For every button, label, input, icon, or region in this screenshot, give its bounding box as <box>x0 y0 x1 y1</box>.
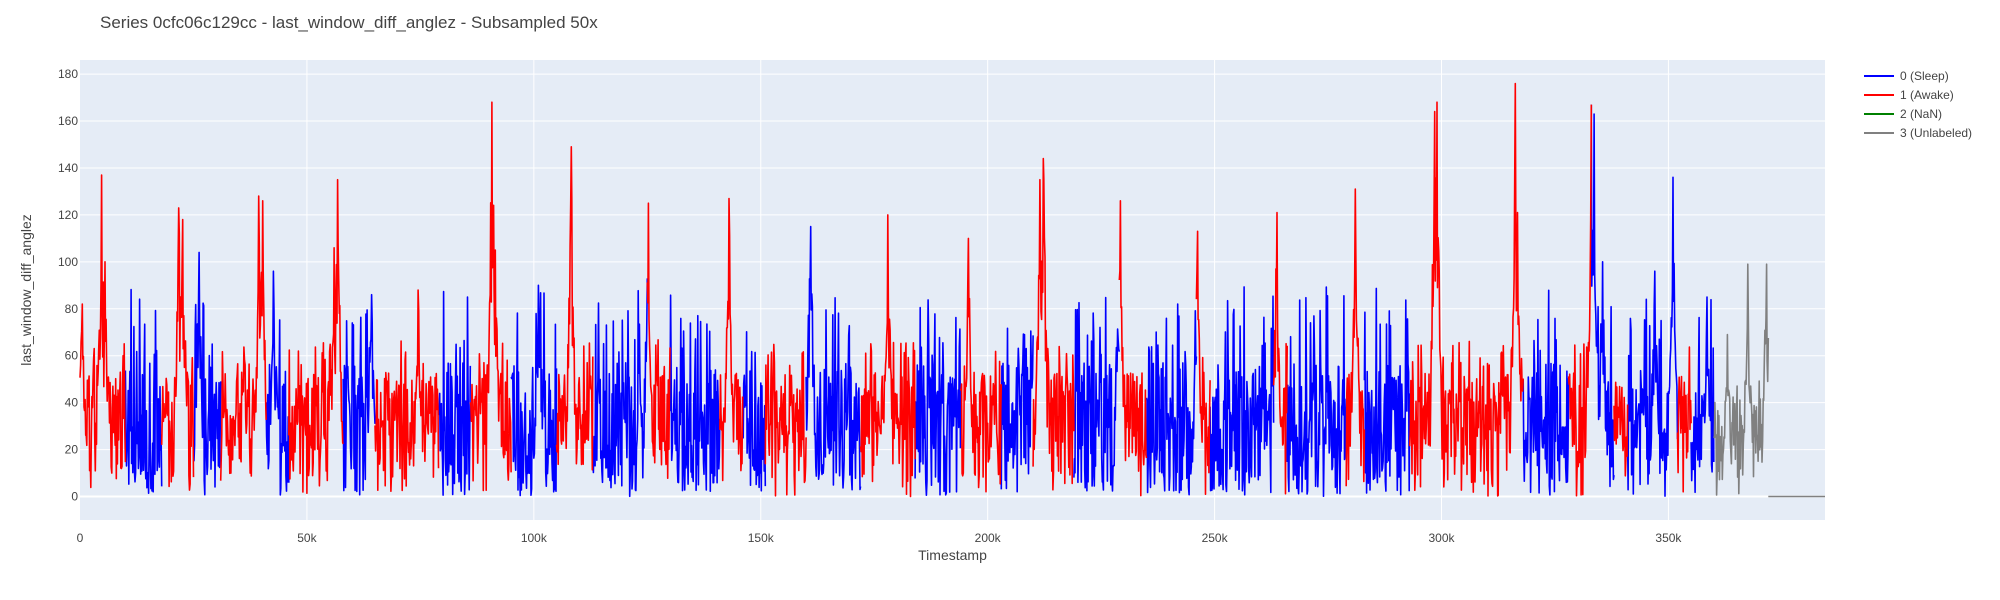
series-0-segment-9 <box>805 225 862 491</box>
legend-item-1[interactable]: 1 (Awake) <box>1864 85 1972 104</box>
legend-item-3[interactable]: 3 (Unlabeled) <box>1864 123 1972 142</box>
series-0-segment-17 <box>1522 289 1570 496</box>
x-tick-label: 200k <box>975 531 1002 545</box>
y-tick-label: 120 <box>58 208 78 222</box>
legend-item-0[interactable]: 0 (Sleep) <box>1864 66 1972 85</box>
series-0-segment-15 <box>1286 286 1347 497</box>
series-0-segment-10 <box>914 299 962 496</box>
legend-swatch <box>1864 93 1894 96</box>
y-tick-label: 40 <box>65 396 79 410</box>
y-tick-label: 20 <box>65 443 79 457</box>
series-1-segment-12 <box>1032 157 1075 491</box>
series-1-segment-0 <box>79 174 127 489</box>
series-1-segment-1 <box>160 207 195 491</box>
legend-swatch <box>1864 112 1894 115</box>
series-1-segment-11 <box>959 237 1003 493</box>
x-tick-label: 100k <box>521 531 548 545</box>
legend-swatch <box>1864 131 1894 134</box>
series-0-segment-0 <box>124 288 163 494</box>
series-1-segment-14 <box>1195 230 1211 495</box>
series-1-segment-3 <box>288 178 344 494</box>
series-0-segment-6 <box>592 278 649 498</box>
series-0-segment-7 <box>669 294 721 492</box>
x-tick-label: 300k <box>1428 531 1455 545</box>
series-1-segment-15 <box>1272 211 1288 495</box>
series-0-segment-2 <box>265 270 290 496</box>
y-axis-ticks: 0 20 40 60 80 100 120 140 160 180 <box>58 67 78 503</box>
legend-label: 2 (NaN) <box>1900 106 1943 121</box>
legend-swatch <box>1864 74 1894 77</box>
x-tick-label: 150k <box>748 531 775 545</box>
series-0-segment-3 <box>342 293 376 496</box>
series-0-segment-20 <box>1690 296 1715 494</box>
series-0-segment-12 <box>1073 296 1121 492</box>
series-1-segment-17 <box>1408 82 1524 497</box>
series-1-segment-5 <box>469 101 512 492</box>
y-tick-label: 100 <box>58 255 78 269</box>
series-1-segment-6 <box>555 146 594 471</box>
series-0-segment-19 <box>1626 176 1679 497</box>
legend-item-2[interactable]: 2 (NaN) <box>1864 104 1972 123</box>
y-tick-label: 80 <box>65 302 79 316</box>
x-tick-label: 250k <box>1202 531 1229 545</box>
legend-label: 3 (Unlabeled) <box>1900 125 1973 140</box>
series-0-segment-8 <box>741 331 767 492</box>
x-axis-title: Timestamp <box>918 547 987 563</box>
series-1-segment-18 <box>1567 104 1593 497</box>
series-1-segment-19 <box>1613 381 1629 477</box>
y-tick-label: 160 <box>58 114 78 128</box>
series-0-segment-14 <box>1209 286 1275 496</box>
series-1-segment-16 <box>1345 188 1366 487</box>
y-tick-label: 140 <box>58 161 78 175</box>
legend: 0 (Sleep) 1 (Awake) 2 (NaN) 3 (Unlabeled) <box>1864 66 1972 142</box>
y-tick-label: 0 <box>71 490 78 504</box>
series-3-segment-0 <box>1713 263 1770 496</box>
series-1-segment-4 <box>374 289 440 492</box>
y-tick-label: 60 <box>65 349 79 363</box>
series-0-segment-5 <box>510 284 558 497</box>
series-1-segment-7 <box>646 202 671 479</box>
x-axis-ticks: 0 50k 100k 150k 200k 250k 300k 350k <box>77 531 1683 545</box>
y-tick-label: 180 <box>58 67 78 81</box>
chart-title: Series 0cfc06c129cc - last_window_diff_a… <box>100 13 598 32</box>
series-1-segment-2 <box>219 195 267 481</box>
series-1-segment-13 <box>1118 200 1148 497</box>
series-0-segment-16 <box>1363 287 1411 496</box>
series-1-segment-10 <box>859 214 916 498</box>
series-1-segment-20 <box>1676 346 1692 493</box>
series-1-segment-8 <box>719 197 744 482</box>
legend-label: 1 (Awake) <box>1900 87 1954 102</box>
x-tick-label: 0 <box>77 531 84 545</box>
x-tick-label: 350k <box>1655 531 1682 545</box>
legend-label: 0 (Sleep) <box>1900 68 1949 83</box>
series-0-segment-13 <box>1145 303 1198 496</box>
series-0-segment-18 <box>1590 104 1615 488</box>
y-axis-title: last_window_diff_anglez <box>18 214 34 366</box>
series-traces <box>79 82 1825 498</box>
series-0-segment-4 <box>438 290 472 496</box>
x-tick-label: 50k <box>297 531 317 545</box>
series-0-segment-11 <box>1000 327 1034 493</box>
series-0-segment-1 <box>192 251 222 496</box>
series-1-segment-9 <box>764 343 807 497</box>
